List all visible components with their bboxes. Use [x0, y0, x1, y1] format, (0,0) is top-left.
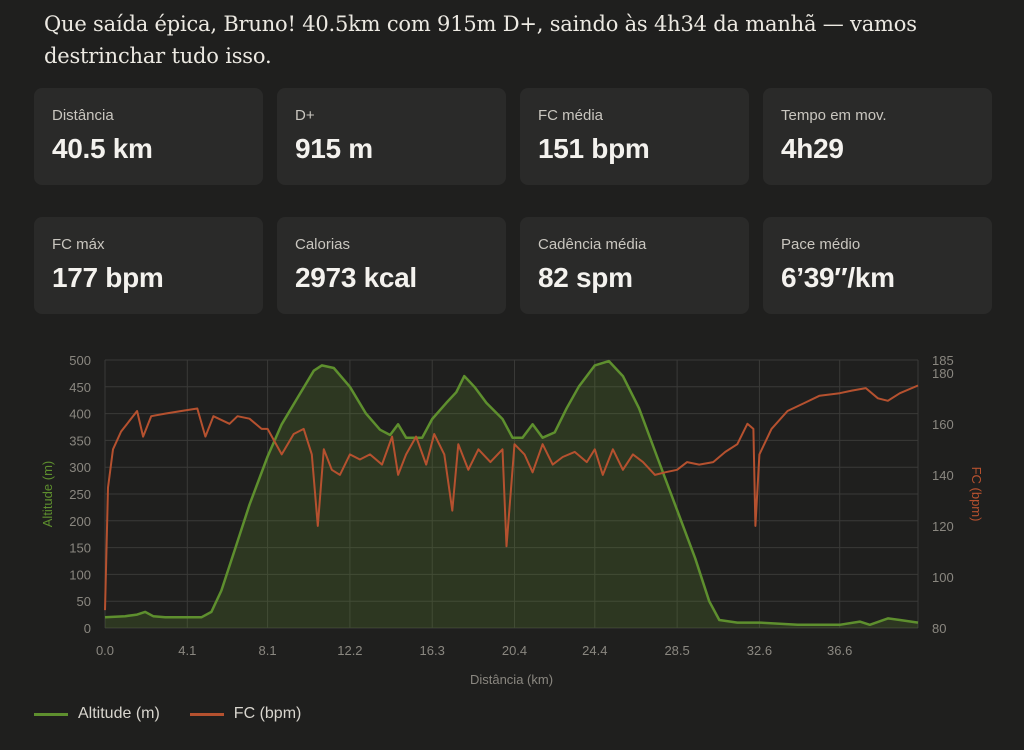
- chart-legend: Altitude (m) FC (bpm): [34, 700, 301, 728]
- legend-swatch-altitude: [34, 712, 68, 716]
- stat-value: 40.5 km: [52, 133, 153, 164]
- stat-value: 177 bpm: [52, 262, 164, 293]
- stat-label: Pace médio: [781, 236, 861, 253]
- legend-item-hr[interactable]: FC (bpm): [189, 705, 302, 723]
- y2-axis-title: FC (bpm): [969, 467, 984, 522]
- altitude-line: [104, 359, 919, 627]
- y-tick-label: 150: [69, 541, 91, 556]
- stat-card-avg-cadence: Cadência média 82 spm: [520, 217, 749, 314]
- stat-label: FC média: [538, 107, 604, 124]
- stat-card-distance: Distância 40.5 km: [34, 88, 263, 185]
- stat-card-avg-hr: FC média 151 bpm: [520, 88, 749, 185]
- y-tick-label: 450: [69, 380, 91, 395]
- y2-tick-label: 185: [932, 353, 954, 368]
- legend-item-altitude[interactable]: Altitude (m): [34, 705, 160, 723]
- x-tick-label: 4.1: [178, 643, 196, 658]
- x-tick-label: 32.6: [747, 643, 772, 658]
- x-tick-label: 36.6: [827, 643, 852, 658]
- stat-value: 151 bpm: [538, 133, 650, 164]
- stat-label: Calorias: [295, 236, 351, 253]
- y-tick-label: 500: [69, 353, 91, 368]
- x-axis-title: Distância (km): [470, 672, 553, 687]
- stats-grid: Distância 40.5 km D+ 915 m FC média 151 …: [34, 88, 992, 314]
- x-tick-label: 28.5: [664, 643, 689, 658]
- y2-tick-label: 160: [932, 417, 954, 432]
- legend-swatch-hr: [189, 712, 224, 716]
- y-tick-label: 100: [69, 567, 91, 582]
- stat-card-moving-time: Tempo em mov. 4h29: [763, 88, 992, 185]
- stat-label: D+: [295, 107, 315, 124]
- stat-label: Cadência média: [538, 236, 647, 253]
- stat-label: Distância: [52, 107, 114, 124]
- y-tick-label: 300: [69, 460, 91, 475]
- y-tick-label: 0: [84, 621, 91, 636]
- legend-label-altitude: Altitude (m): [78, 705, 160, 722]
- x-tick-label: 0.0: [96, 643, 114, 658]
- x-tick-label: 8.1: [259, 643, 277, 658]
- stat-value: 82 spm: [538, 262, 633, 293]
- stat-card-elevation-gain: D+ 915 m: [277, 88, 506, 185]
- assistant-message-intro: Que saída épica, Bruno! 40.5km com 915m …: [44, 12, 917, 68]
- x-tick-label: 20.4: [502, 643, 527, 658]
- y-axis-title: Altitude (m): [40, 461, 55, 527]
- x-tick-label: 12.2: [337, 643, 362, 658]
- altitude-hr-chart[interactable]: 0 50 100 150 200 250 300 350 400 450 500 0.0 4.1 8.1 1…: [0, 340, 1024, 700]
- stat-value: 915 m: [295, 133, 373, 164]
- x-tick-label: 24.4: [582, 643, 607, 658]
- y2-tick-label: 140: [932, 468, 954, 483]
- y-tick-label: 200: [69, 514, 91, 529]
- y-tick-label: 50: [77, 594, 91, 609]
- y2-tick-label: 80: [932, 621, 946, 636]
- x-tick-label: 16.3: [420, 643, 445, 658]
- y2-tick-label: 180: [932, 366, 954, 381]
- y-tick-label: 400: [69, 407, 91, 422]
- y2-tick-label: 100: [932, 570, 954, 585]
- stat-card-calories: Calorias 2973 kcal: [277, 217, 506, 314]
- stat-value: 4h29: [781, 133, 844, 164]
- stat-value: 2973 kcal: [295, 262, 417, 293]
- y-tick-label: 250: [69, 487, 91, 502]
- stat-card-max-hr: FC máx 177 bpm: [34, 217, 263, 314]
- stat-label: FC máx: [52, 236, 105, 253]
- hr-line: [104, 384, 919, 611]
- y-tick-label: 350: [69, 433, 91, 448]
- stat-value: 6’39″/km: [781, 262, 895, 293]
- y2-tick-label: 120: [932, 519, 954, 534]
- stat-label: Tempo em mov.: [781, 107, 887, 124]
- stat-card-avg-pace: Pace médio 6’39″/km: [763, 217, 992, 314]
- legend-label-hr: FC (bpm): [233, 705, 302, 722]
